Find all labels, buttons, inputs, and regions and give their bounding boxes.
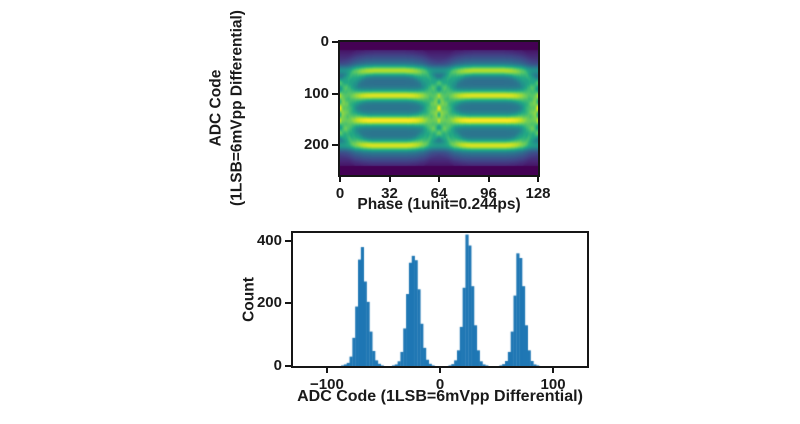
eye-y-axis-label-line2: (1LSB=6mVpp Differential) xyxy=(228,10,246,206)
x-tick-mark xyxy=(325,368,328,373)
y-tick-mark xyxy=(285,302,291,305)
y-tick-label: 200 xyxy=(256,294,282,312)
x-tick-label: −100 xyxy=(310,376,344,393)
x-tick-label: 64 xyxy=(430,185,448,202)
x-tick-label: 128 xyxy=(525,185,551,202)
x-tick-mark xyxy=(388,177,391,182)
y-tick-label: 0 xyxy=(320,33,329,50)
x-tick-label: 32 xyxy=(381,185,398,202)
x-tick-mark xyxy=(487,177,490,182)
x-tick-label: 100 xyxy=(540,376,566,393)
y-tick-mark xyxy=(285,365,291,367)
y-tick-mark xyxy=(332,41,338,43)
y-tick-label: 400 xyxy=(256,231,282,249)
x-tick-mark xyxy=(537,177,539,182)
x-tick-mark xyxy=(439,368,441,373)
eye-x-axis-label: Phase (1unit=0.244ps) xyxy=(357,196,521,213)
eye-diagram-canvas xyxy=(340,42,538,175)
y-tick-label: 100 xyxy=(303,84,329,102)
x-tick-mark xyxy=(438,177,440,182)
x-tick-mark xyxy=(552,368,555,373)
y-tick-mark xyxy=(285,239,291,242)
eye-y-axis-label-line1: ADC Code xyxy=(207,69,225,147)
histogram-x-axis-label: ADC Code (1LSB=6mVpp Differential) xyxy=(297,388,583,405)
x-tick-mark xyxy=(339,177,341,182)
y-tick-label: 200 xyxy=(303,136,329,154)
y-tick-label: 0 xyxy=(273,357,282,374)
x-tick-label: 0 xyxy=(335,185,345,202)
eye-diagram-plot-area xyxy=(338,40,540,177)
histogram-canvas xyxy=(293,233,587,366)
histogram-plot-area xyxy=(291,231,589,368)
x-tick-label: 96 xyxy=(480,185,497,202)
x-tick-label: 0 xyxy=(435,376,445,393)
y-tick-mark xyxy=(332,144,338,147)
y-tick-mark xyxy=(332,92,338,95)
eye-y-axis-label: ADC Code (1LSB=6mVpp Differential) xyxy=(206,1,248,216)
